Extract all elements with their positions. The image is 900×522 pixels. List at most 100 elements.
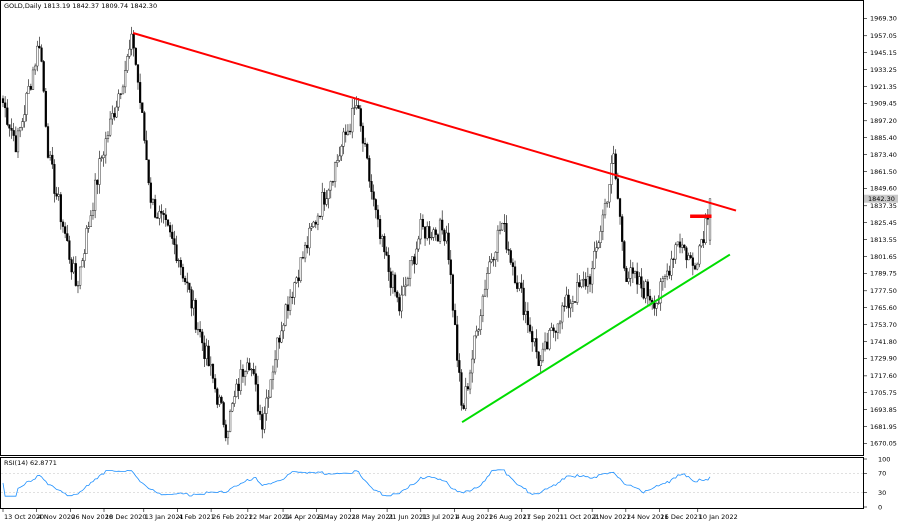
candle <box>406 276 410 287</box>
candle <box>145 130 148 161</box>
candle <box>689 252 692 260</box>
candle <box>655 302 658 317</box>
candle <box>246 357 249 375</box>
candle <box>209 356 212 376</box>
candle <box>661 275 664 291</box>
current-price-tag: 1842.30 <box>864 194 898 203</box>
candle <box>498 221 502 235</box>
time-tick-label: 18 Dec 2020 <box>105 513 147 521</box>
candle <box>299 257 302 283</box>
candle <box>556 323 559 340</box>
candle <box>593 241 596 270</box>
candle <box>511 258 514 276</box>
main-panel-frame <box>0 0 864 456</box>
candle <box>325 190 328 207</box>
candle <box>338 146 341 163</box>
candle <box>698 244 701 268</box>
candle <box>83 249 86 268</box>
candle <box>348 123 352 135</box>
time-tick-label: 14 Apr 2021 <box>284 513 324 521</box>
candle <box>87 221 90 233</box>
candle <box>51 146 54 169</box>
candle <box>293 281 296 305</box>
candle <box>220 395 223 404</box>
candlestick-series <box>1 26 712 445</box>
candle <box>503 214 506 232</box>
support-trendline[interactable] <box>461 253 731 424</box>
candle <box>537 351 540 367</box>
candle <box>38 36 41 49</box>
candle <box>708 198 712 245</box>
price-tick-label: 1909.45 <box>870 100 897 108</box>
candle <box>473 335 476 364</box>
candle <box>366 142 369 160</box>
candle <box>700 238 703 248</box>
candle <box>666 263 669 281</box>
candle <box>303 242 307 263</box>
candle <box>55 186 58 200</box>
candle <box>188 282 191 293</box>
rsi-panel-frame <box>0 457 864 509</box>
candle <box>263 406 266 434</box>
candle <box>286 296 290 319</box>
candle <box>524 301 527 324</box>
candle <box>573 301 577 303</box>
candle <box>239 359 242 395</box>
candle <box>507 241 510 256</box>
candle <box>627 271 630 285</box>
candle <box>363 137 367 148</box>
candle <box>531 326 534 352</box>
time-tick-label: 21 Jun 2021 <box>388 513 427 521</box>
candle <box>258 404 262 421</box>
candle <box>72 256 75 275</box>
candle <box>261 406 264 439</box>
candle <box>543 332 547 352</box>
candle <box>351 99 354 139</box>
candle <box>154 194 157 219</box>
candle <box>100 155 103 162</box>
candle <box>565 286 568 309</box>
candle <box>241 364 245 383</box>
candle <box>580 279 583 289</box>
price-tick-label: 1849.60 <box>870 185 897 193</box>
resistance-trendline[interactable] <box>132 32 737 212</box>
candle <box>393 272 397 297</box>
candle <box>359 105 362 132</box>
candle <box>681 237 684 254</box>
candle <box>233 390 236 407</box>
candle <box>601 209 604 241</box>
main-chart-panel[interactable]: GOLD,Daily 1813.19 1842.37 1809.74 1842.… <box>0 0 899 456</box>
time-tick-label: 2 Nov 2021 <box>593 513 631 521</box>
candle <box>447 223 450 265</box>
price-tick-label: 1741.80 <box>870 338 897 346</box>
chart-info-label: GOLD,Daily 1813.19 1842.37 1809.74 1842.… <box>4 2 157 10</box>
candle <box>483 279 487 297</box>
candle <box>94 173 97 219</box>
candle <box>693 262 697 271</box>
price-tick-label: 1681.95 <box>870 423 897 431</box>
candle <box>44 88 47 128</box>
candle <box>513 260 517 285</box>
candle <box>516 275 519 293</box>
candle <box>663 274 667 288</box>
time-tick-label: 28 May 2021 <box>351 513 393 521</box>
candle <box>79 266 82 290</box>
candle <box>533 338 536 347</box>
candle <box>164 208 167 227</box>
candle <box>372 184 375 207</box>
candle <box>398 293 401 316</box>
candle <box>66 224 69 242</box>
price-tick-label: 1729.90 <box>870 355 897 363</box>
candle <box>389 267 392 296</box>
time-tick-label: 10 Jan 2022 <box>699 513 738 521</box>
candle <box>166 219 170 227</box>
candle <box>295 276 298 285</box>
candle <box>509 248 512 265</box>
rsi-panel[interactable]: RSI(14) 62.8771 100 70 30 0 <box>0 455 891 511</box>
candle <box>612 145 615 165</box>
candle <box>288 289 292 316</box>
candle <box>121 84 125 95</box>
candle <box>582 271 585 288</box>
candle <box>179 257 182 276</box>
